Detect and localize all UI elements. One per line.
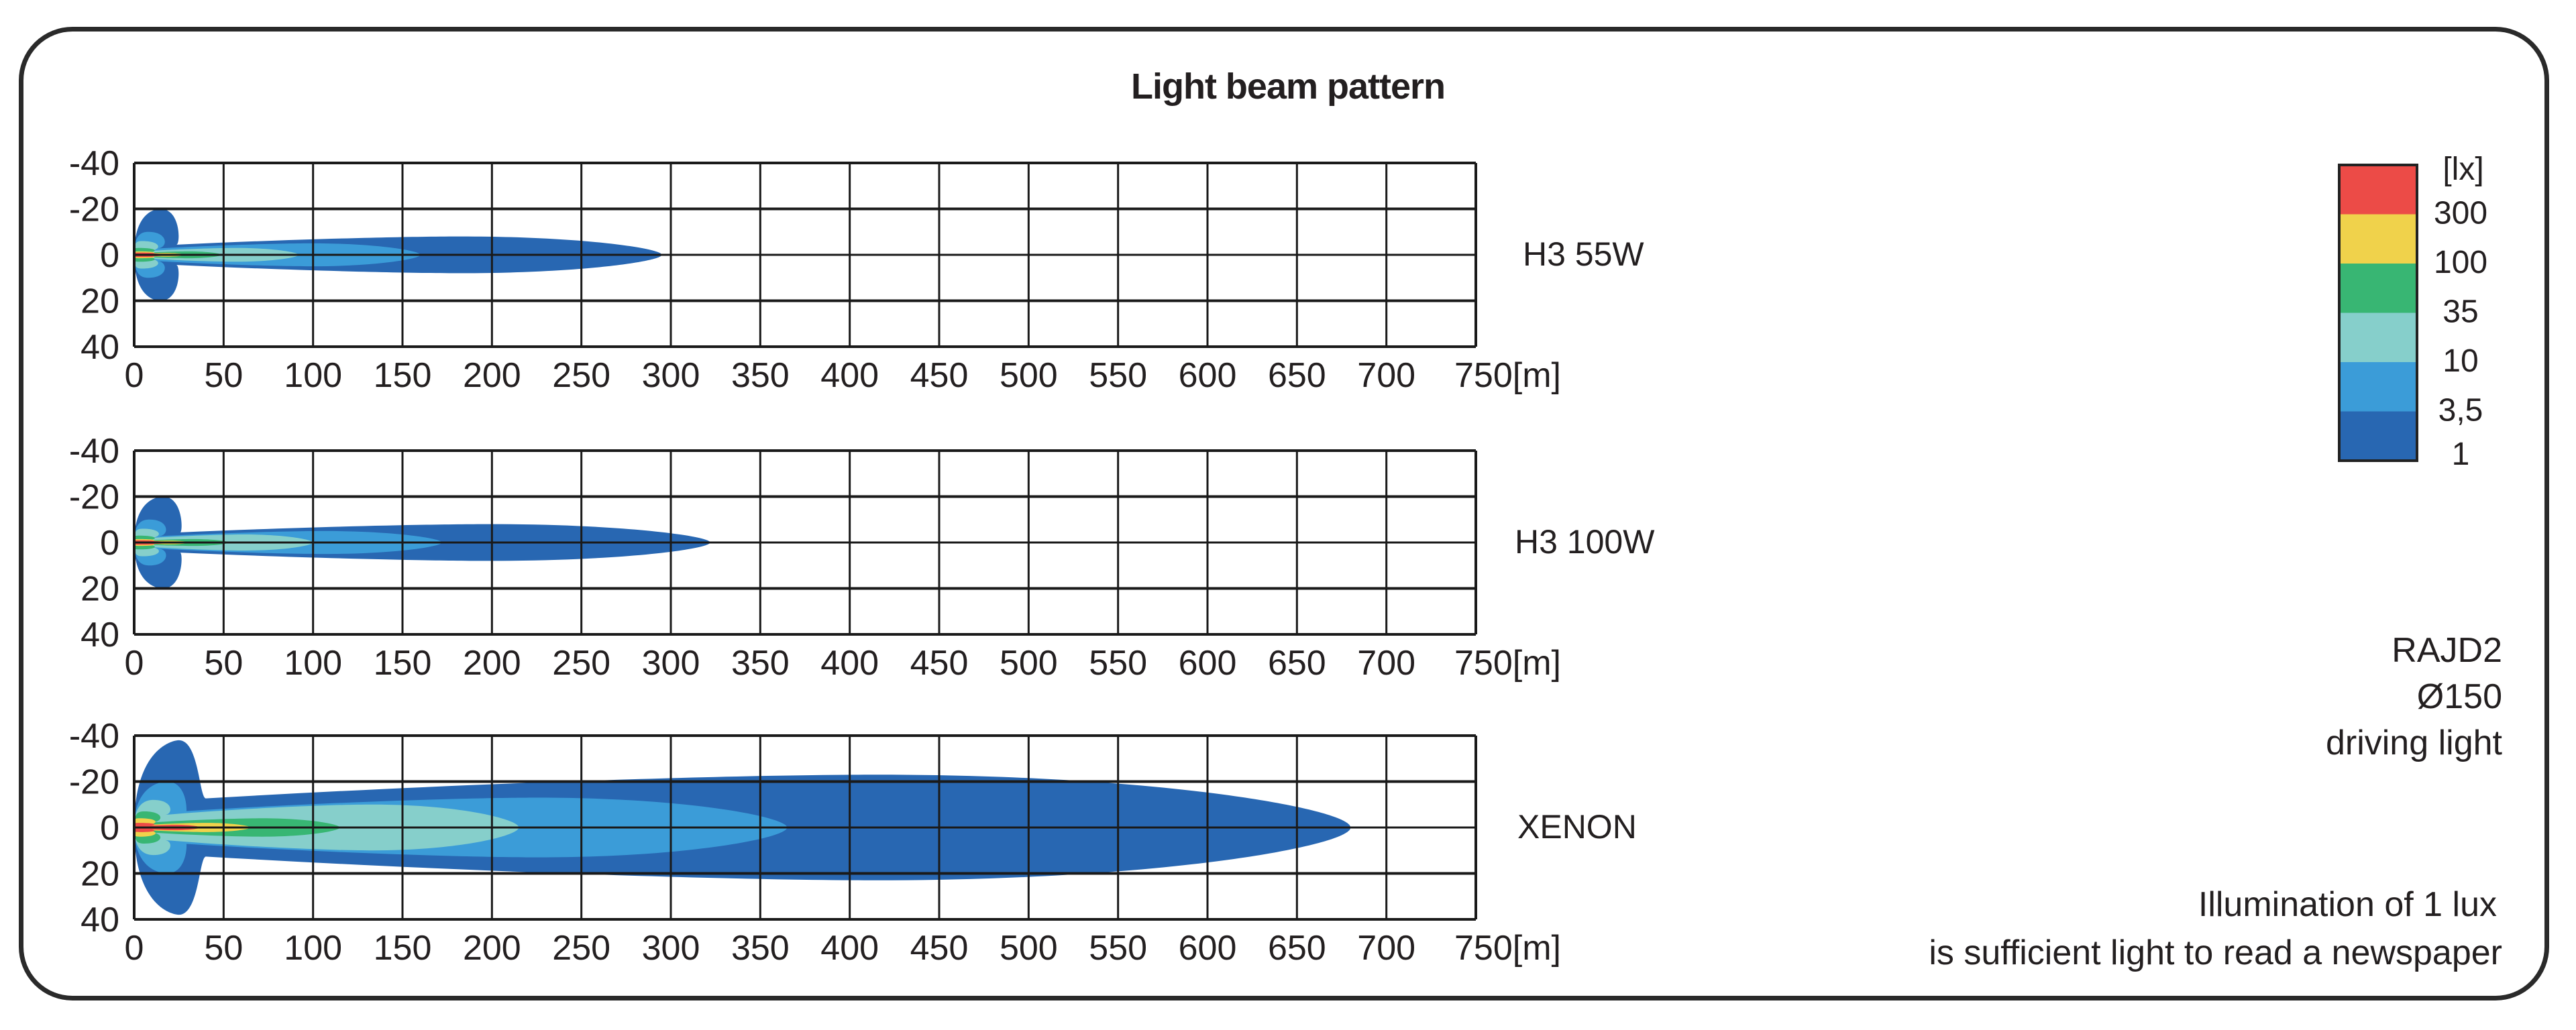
x-tick-label: 300 <box>642 356 700 395</box>
x-tick-label: 150 <box>374 929 432 968</box>
grid <box>133 449 1477 636</box>
x-tick-label: 700 <box>1357 644 1415 683</box>
x-tick-label: 600 <box>1179 356 1237 395</box>
x-tick-label: 550 <box>1089 644 1147 683</box>
grid <box>133 734 1477 921</box>
legend-band <box>2339 165 2417 215</box>
x-tick-label: 650 <box>1268 929 1326 968</box>
x-tick-label: 500 <box>1000 644 1058 683</box>
product-type: driving light <box>2325 724 2502 762</box>
x-tick-label: 350 <box>731 929 790 968</box>
x-tick-label: 700 <box>1357 929 1415 968</box>
x-tick-label: 50 <box>204 356 243 395</box>
legend-unit: [lx] <box>2443 152 2483 187</box>
x-tick-label: 350 <box>731 356 790 395</box>
x-tick-label: 650 <box>1268 644 1326 683</box>
x-tick-label: 450 <box>910 356 969 395</box>
x-tick-label: 400 <box>820 356 879 395</box>
y-tick-label: -40 <box>69 717 119 756</box>
y-tick-label: 20 <box>80 282 119 321</box>
y-tick-label: 0 <box>100 236 119 275</box>
legend-band-label: 100 <box>2434 245 2487 280</box>
series-label: H3 55W <box>1523 235 1644 273</box>
legend-band-label: 3,5 <box>2438 393 2483 428</box>
series-label: XENON <box>1517 808 1637 846</box>
x-tick-label: 200 <box>463 356 521 395</box>
chart-frame <box>19 27 2549 1000</box>
x-tick-label: 700 <box>1357 356 1415 395</box>
x-tick-label: 450 <box>910 929 969 968</box>
x-tick-label: 450 <box>910 644 969 683</box>
y-tick-label: -20 <box>69 763 119 802</box>
legend-band <box>2339 312 2417 363</box>
x-tick-label: 750[m] <box>1454 929 1561 968</box>
x-tick-label: 250 <box>552 929 610 968</box>
x-tick-label: 200 <box>463 644 521 683</box>
product-diameter: Ø150 <box>2416 677 2502 716</box>
x-tick-label: 500 <box>1000 356 1058 395</box>
x-tick-label: 200 <box>463 929 521 968</box>
legend-band <box>2339 264 2417 313</box>
y-tick-label: 40 <box>80 901 119 939</box>
x-tick-label: 150 <box>374 644 432 683</box>
x-tick-label: 50 <box>204 929 243 968</box>
lux-legend: 300 100 35 10 3,5 1 [lx] <box>2338 152 2487 472</box>
legend-band <box>2339 411 2417 461</box>
y-tick-label: -40 <box>69 432 119 471</box>
y-tick-label: 0 <box>100 809 119 848</box>
y-tick-label: 40 <box>80 616 119 654</box>
x-tick-label: 50 <box>204 644 243 683</box>
x-tick-label: 150 <box>374 356 432 395</box>
x-tick-label: 750[m] <box>1454 644 1561 683</box>
x-tick-label: 250 <box>552 356 610 395</box>
x-tick-label: 650 <box>1268 356 1326 395</box>
x-tick-label: 0 <box>125 929 144 968</box>
legend-band-label: 1 <box>2452 437 2470 472</box>
y-tick-label: 40 <box>80 328 119 367</box>
y-tick-label: -40 <box>69 144 119 183</box>
x-tick-label: 500 <box>1000 929 1058 968</box>
x-tick-label: 550 <box>1089 929 1147 968</box>
x-tick-label: 300 <box>642 929 700 968</box>
x-tick-label: 100 <box>284 929 342 968</box>
note-line-1: Illumination of 1 lux <box>2198 885 2497 924</box>
x-tick-label: 100 <box>284 644 342 683</box>
y-tick-label: 0 <box>100 524 119 563</box>
legend-border <box>2338 164 2418 462</box>
x-tick-label: 400 <box>820 929 879 968</box>
legend-band-label: 300 <box>2434 196 2487 231</box>
x-tick-label: 350 <box>731 644 790 683</box>
grid <box>133 162 1477 348</box>
legend-band <box>2339 214 2417 264</box>
x-tick-label: 100 <box>284 356 342 395</box>
y-tick-label: 20 <box>80 570 119 609</box>
note-line-2: is sufficient light to read a newspaper <box>1929 933 2502 972</box>
chart-title: Light beam pattern <box>1130 66 1446 107</box>
series-label: H3 100W <box>1515 523 1655 561</box>
x-tick-label: 0 <box>125 644 144 683</box>
x-tick-label: 750[m] <box>1454 356 1561 395</box>
x-tick-label: 600 <box>1179 929 1237 968</box>
y-tick-label: 20 <box>80 855 119 894</box>
legend-band-label: 35 <box>2443 294 2478 330</box>
x-tick-label: 400 <box>820 644 879 683</box>
x-tick-label: 300 <box>642 644 700 683</box>
product-model: RAJD2 <box>2392 631 2502 670</box>
y-tick-label: -20 <box>69 190 119 229</box>
y-tick-label: -20 <box>69 478 119 517</box>
legend-band <box>2339 362 2417 412</box>
x-tick-label: 250 <box>552 644 610 683</box>
x-tick-label: 600 <box>1179 644 1237 683</box>
x-tick-label: 550 <box>1089 356 1147 395</box>
legend-band-label: 10 <box>2443 343 2478 379</box>
x-tick-label: 0 <box>125 356 144 395</box>
